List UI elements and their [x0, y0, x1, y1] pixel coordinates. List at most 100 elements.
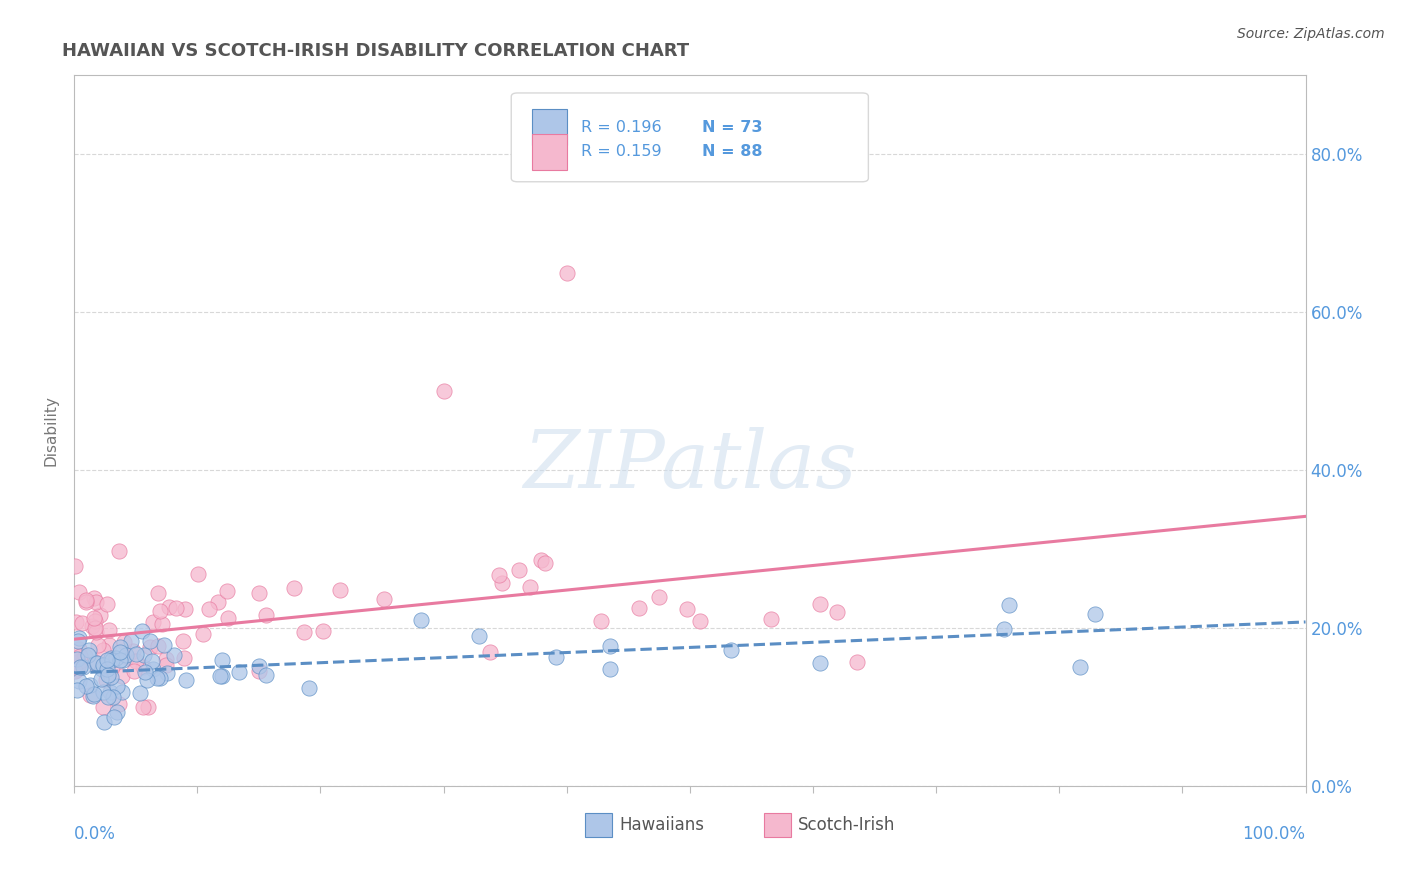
Point: [91, 662, 114, 676]
Point: [228, 665, 250, 680]
Point: [142, 662, 165, 676]
Point: [761, 612, 783, 626]
Point: [530, 553, 553, 567]
FancyBboxPatch shape: [763, 814, 790, 838]
Point: [65, 559, 87, 574]
Point: [198, 602, 221, 616]
Point: [83, 591, 105, 605]
Point: [90, 672, 112, 686]
Point: [134, 665, 156, 679]
Point: [97, 668, 120, 682]
Point: [65, 683, 87, 698]
Point: [373, 592, 395, 607]
Point: [256, 608, 278, 623]
Point: [187, 566, 209, 581]
Point: [65, 651, 87, 665]
Point: [111, 669, 134, 683]
Point: [247, 659, 270, 673]
Point: [136, 699, 159, 714]
Point: [1084, 607, 1107, 621]
Point: [165, 601, 187, 615]
Point: [75, 649, 97, 664]
Point: [70, 616, 93, 631]
Point: [247, 664, 270, 678]
Point: [139, 634, 162, 648]
Point: [825, 605, 848, 619]
Point: [599, 639, 621, 653]
Point: [79, 678, 101, 692]
FancyBboxPatch shape: [533, 110, 567, 145]
Point: [247, 586, 270, 600]
Point: [845, 656, 868, 670]
Point: [67, 585, 90, 599]
Y-axis label: Disability: Disability: [44, 395, 58, 466]
Point: [108, 640, 131, 655]
Point: [808, 657, 831, 671]
Point: [98, 623, 121, 637]
Point: [67, 673, 90, 688]
Point: [121, 643, 143, 657]
Point: [468, 629, 491, 643]
Point: [91, 642, 114, 657]
Point: [72, 660, 94, 674]
Point: [150, 616, 173, 631]
Point: [83, 687, 105, 701]
Point: [82, 619, 104, 633]
Point: [91, 685, 114, 699]
Point: [101, 690, 124, 704]
Point: [174, 602, 197, 616]
Point: [67, 633, 90, 648]
Point: [139, 640, 162, 654]
Point: [67, 657, 90, 671]
Point: [544, 649, 567, 664]
Point: [93, 715, 115, 730]
Point: [508, 563, 530, 577]
Point: [87, 638, 110, 652]
Point: [86, 656, 108, 670]
Text: Scotch-Irish: Scotch-Irish: [799, 816, 896, 834]
Point: [283, 582, 305, 596]
Point: [83, 615, 105, 629]
Point: [100, 650, 122, 665]
Point: [65, 665, 87, 679]
Point: [627, 601, 650, 615]
Point: [131, 624, 153, 638]
Point: [75, 679, 97, 693]
Point: [172, 633, 194, 648]
Point: [211, 653, 233, 667]
Point: [96, 597, 118, 611]
Point: [101, 653, 124, 667]
Point: [217, 611, 239, 625]
Text: N = 73: N = 73: [702, 120, 762, 135]
Point: [155, 658, 177, 673]
Point: [675, 602, 697, 616]
Text: HAWAIIAN VS SCOTCH-IRISH DISABILITY CORRELATION CHART: HAWAIIAN VS SCOTCH-IRISH DISABILITY CORR…: [62, 42, 689, 60]
Point: [91, 657, 114, 672]
Point: [142, 615, 165, 630]
Point: [312, 624, 335, 639]
Point: [69, 654, 91, 668]
Point: [101, 660, 124, 674]
FancyBboxPatch shape: [512, 93, 869, 182]
Point: [720, 643, 742, 657]
Point: [125, 654, 148, 668]
FancyBboxPatch shape: [585, 814, 612, 838]
Point: [108, 653, 131, 667]
Point: [211, 669, 233, 683]
Point: [191, 627, 214, 641]
Point: [100, 669, 122, 683]
Point: [65, 658, 87, 673]
Point: [104, 651, 127, 665]
Point: [112, 653, 135, 667]
Point: [65, 615, 87, 629]
Point: [107, 544, 129, 558]
Point: [83, 611, 105, 625]
Point: [488, 567, 510, 582]
Point: [97, 638, 120, 652]
Point: [111, 685, 134, 699]
Point: [96, 653, 118, 667]
Point: [79, 688, 101, 702]
Point: [115, 650, 138, 665]
Text: Hawaiians: Hawaiians: [620, 816, 704, 834]
Point: [112, 635, 135, 649]
